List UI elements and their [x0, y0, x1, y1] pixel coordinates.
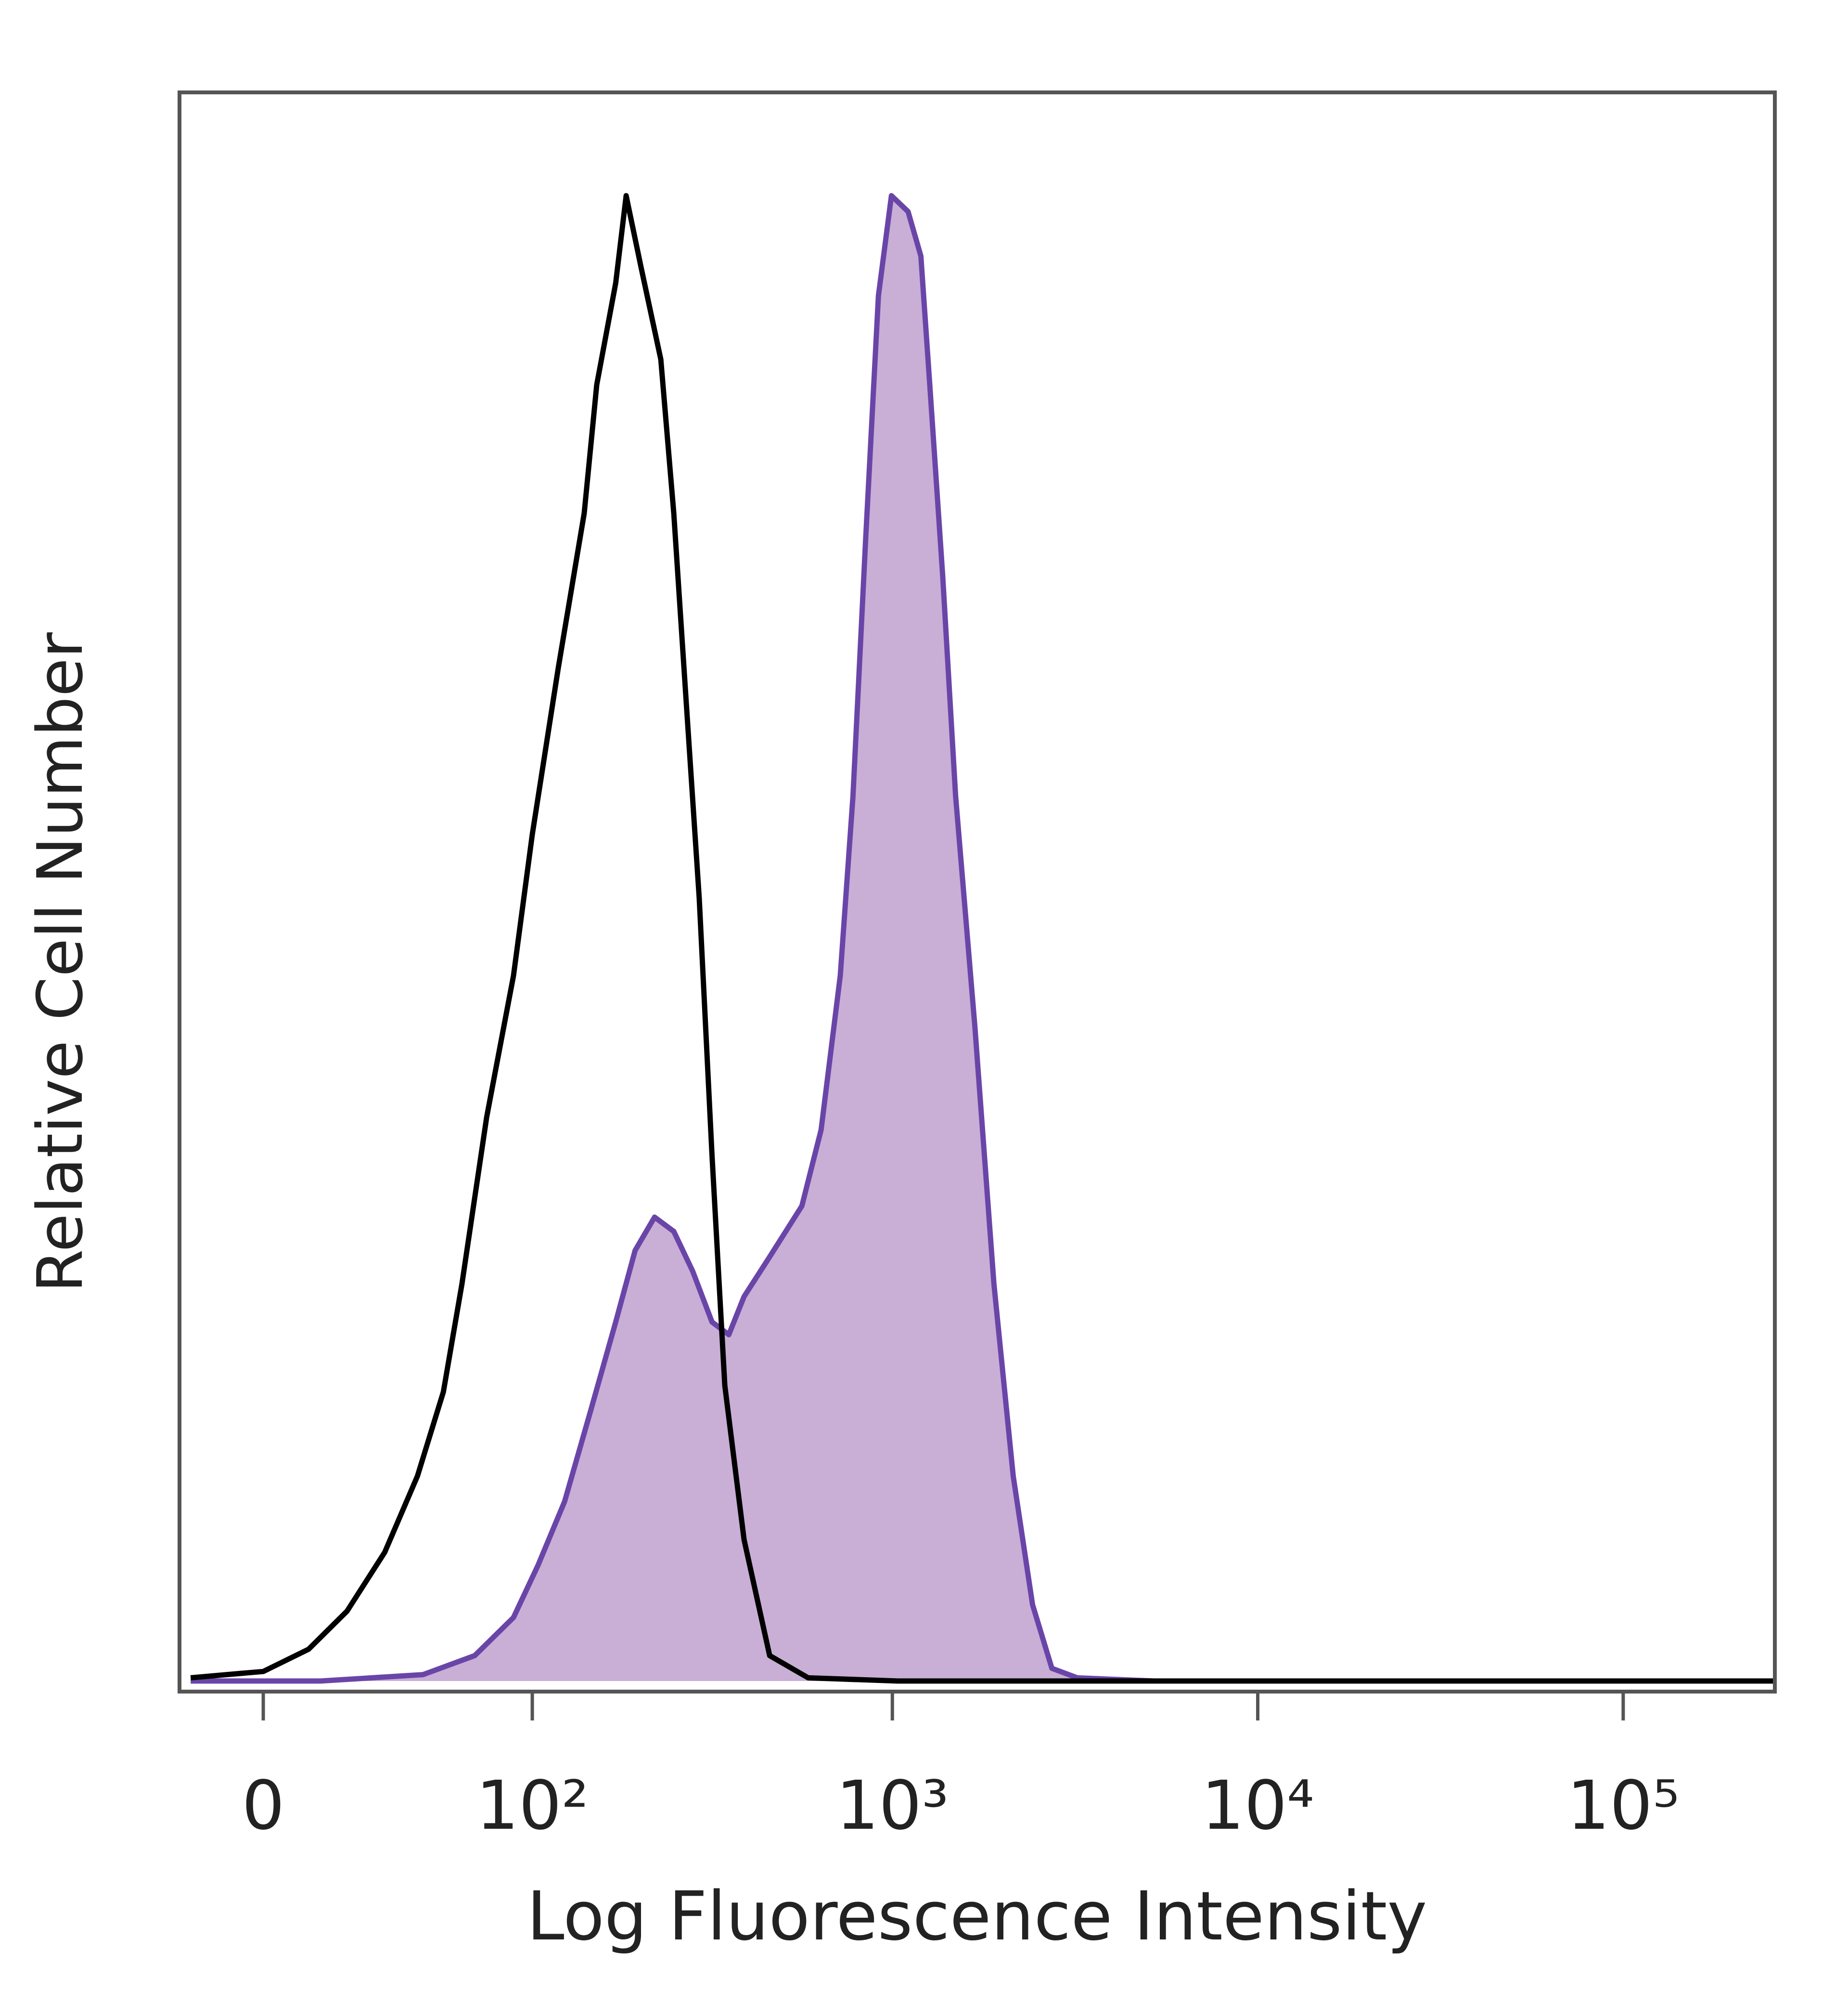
x-axis-title: Log Fluorescence Intensity: [527, 1877, 1427, 1956]
x-tick-label: 10³: [836, 1767, 949, 1845]
plot-frame: [178, 90, 1777, 1694]
histogram-line: [191, 193, 1775, 1684]
histogram-area: [191, 195, 1775, 1681]
x-tick-label: 10⁴: [1201, 1767, 1314, 1845]
x-tick-label: 0: [242, 1767, 285, 1845]
y-axis-title: Relative Cell Number: [24, 632, 97, 1293]
x-tick-label: 10²: [476, 1767, 589, 1845]
histogram-line: [190, 193, 1775, 1684]
x-tick-label: 10⁵: [1567, 1767, 1680, 1845]
